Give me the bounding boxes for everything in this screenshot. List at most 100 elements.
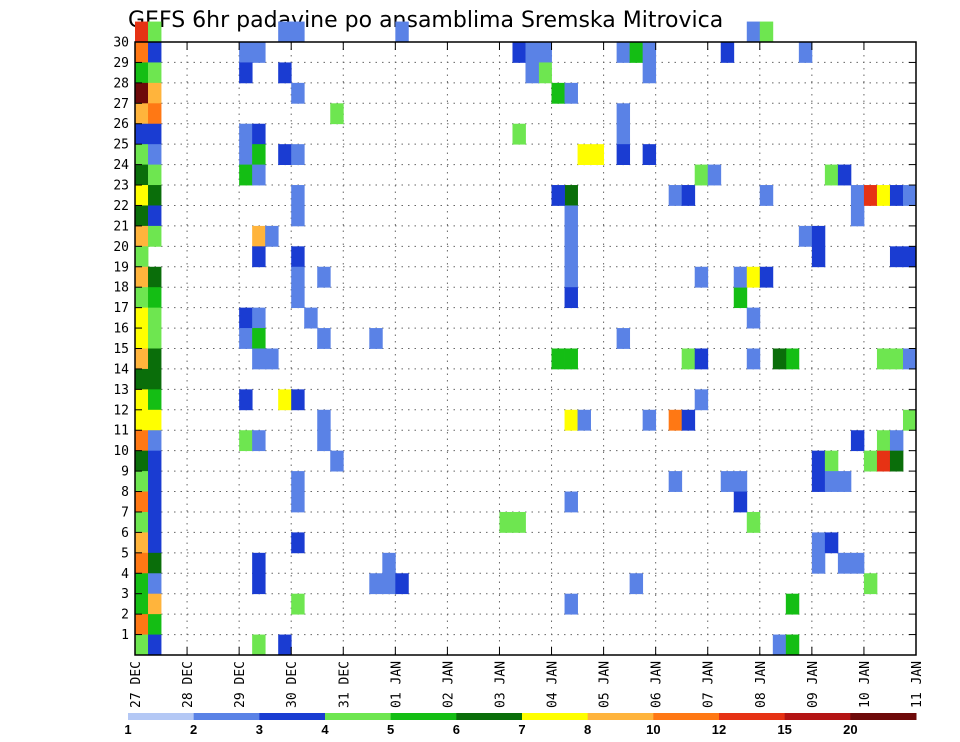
y-tick-label: 12 — [113, 403, 129, 418]
precip-cell — [746, 21, 761, 43]
precip-cell — [720, 471, 735, 492]
precip-cell — [681, 409, 696, 431]
precip-cell — [850, 552, 865, 574]
legend-swatch — [390, 713, 457, 720]
precip-cell — [265, 225, 279, 247]
precip-cell — [538, 42, 552, 63]
precip-cell — [135, 430, 149, 452]
chart-title: GEFS 6hr padavine po ansamblima Sremska … — [128, 8, 723, 33]
precip-cell — [148, 42, 162, 63]
precip-cell — [317, 430, 331, 452]
precip-cell — [239, 123, 253, 145]
y-tick-label: 29 — [113, 56, 129, 71]
precip-cell — [837, 471, 852, 492]
precip-cell — [837, 552, 852, 574]
precip-cell — [525, 62, 539, 84]
precip-cell — [148, 430, 162, 452]
legend-swatch — [719, 713, 786, 720]
precip-cell — [902, 348, 917, 370]
precip-cell — [863, 573, 878, 595]
precip-cell — [811, 450, 826, 472]
precip-cell — [772, 634, 787, 656]
precip-cell — [148, 368, 162, 390]
precip-cell — [317, 328, 331, 349]
x-tick-label: 08 JAN — [754, 661, 769, 708]
precip-cell — [148, 614, 162, 635]
precip-cell — [252, 246, 266, 268]
precip-cell — [551, 185, 565, 206]
precip-cells — [135, 21, 917, 656]
precip-cell — [252, 164, 266, 186]
precip-cell — [304, 307, 318, 329]
precip-cell — [785, 348, 800, 370]
precip-cell — [278, 634, 292, 656]
legend-label: 3 — [256, 722, 263, 737]
precip-cell — [525, 42, 539, 63]
precip-cell — [148, 205, 162, 227]
precip-cell — [135, 246, 149, 268]
precip-cell — [148, 532, 162, 554]
precip-cell — [642, 42, 657, 63]
precip-cell — [252, 430, 266, 452]
precip-cell — [291, 532, 305, 554]
precip-cell — [772, 348, 787, 370]
precip-cell — [239, 164, 253, 186]
y-tick-label: 2 — [121, 608, 129, 623]
precip-cell — [148, 144, 162, 165]
precip-cell — [824, 164, 839, 186]
precip-cell — [889, 348, 904, 370]
legend-label: 5 — [387, 722, 394, 737]
precip-cell — [902, 246, 917, 268]
y-tick-label: 20 — [113, 240, 129, 255]
y-tick-label: 5 — [121, 546, 129, 561]
legend-label: 10 — [646, 722, 660, 737]
precip-cell — [291, 21, 305, 43]
precip-cell — [148, 287, 162, 309]
precip-cell — [564, 287, 578, 309]
precip-cell — [512, 511, 526, 533]
precip-cell — [148, 21, 162, 43]
precip-cell — [252, 328, 266, 349]
precip-cell — [148, 62, 162, 84]
y-tick-label: 25 — [113, 138, 129, 153]
precip-cell — [135, 307, 149, 329]
legend-label: 2 — [190, 722, 197, 737]
precip-cell — [148, 348, 162, 370]
precip-cell — [746, 307, 761, 329]
precip-cell — [135, 205, 149, 227]
precip-cell — [681, 185, 696, 206]
precip-cell — [564, 593, 578, 615]
precip-cell — [135, 82, 149, 104]
x-tick-label: 10 JAN — [858, 661, 873, 708]
precip-cell — [564, 225, 578, 247]
precip-cell — [798, 42, 813, 63]
precip-cell — [135, 368, 149, 390]
precip-cell — [252, 573, 266, 595]
legend-swatch — [522, 713, 589, 720]
legend-swatch — [325, 713, 392, 720]
x-tick-label: 31 DEC — [337, 661, 352, 708]
precip-cell — [577, 144, 591, 165]
precip-cell — [564, 205, 578, 227]
precip-cell — [148, 225, 162, 247]
precip-cell — [148, 593, 162, 615]
precip-cell — [135, 348, 149, 370]
precip-cell — [135, 21, 149, 43]
y-tick-label: 13 — [113, 383, 129, 398]
precip-cell — [564, 82, 578, 104]
y-tick-label: 4 — [121, 567, 129, 582]
precip-cell — [616, 42, 631, 63]
x-tick-label: 27 DEC — [129, 661, 144, 708]
precip-cell — [239, 430, 253, 452]
x-tick-label: 07 JAN — [702, 661, 717, 708]
precip-cell — [824, 471, 839, 492]
precip-cell — [642, 409, 657, 431]
precip-cell — [135, 225, 149, 247]
x-tick-label: 02 JAN — [441, 661, 456, 708]
precip-cell — [135, 266, 149, 288]
precip-cell — [733, 287, 748, 309]
precip-cell — [577, 409, 591, 431]
precip-cell — [564, 185, 578, 206]
y-tick-label: 6 — [121, 526, 129, 541]
